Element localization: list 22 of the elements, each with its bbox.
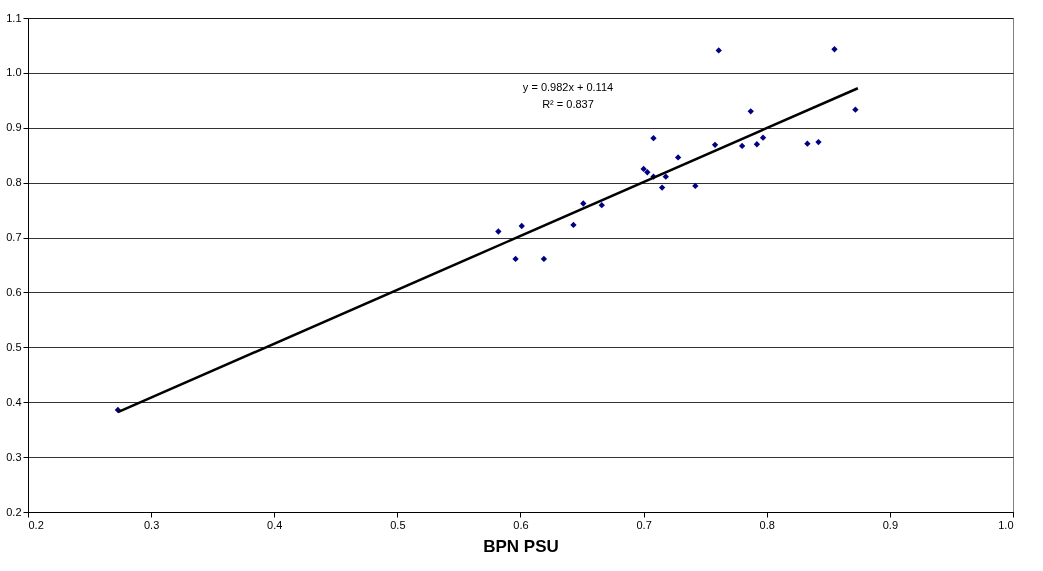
x-tick-label: 0.8 (759, 518, 775, 531)
x-tick-label: 0.7 (636, 518, 652, 531)
x-tick-label: 0.6 (513, 518, 529, 531)
y-tick-label: 0.3 (6, 450, 22, 463)
y-tick-label: 0.9 (6, 121, 22, 134)
x-tick-label: 0.4 (267, 518, 283, 531)
annotation: y = 0.982x + 0.114 (522, 81, 614, 93)
x-tick-label: 0.5 (390, 518, 406, 531)
y-tick-label: 1.1 (6, 11, 22, 24)
y-tick-label: 0.4 (6, 395, 22, 408)
x-tick-label: 0.9 (882, 518, 899, 531)
x-tick-label: 0.3 (143, 518, 160, 531)
x-tick-label: 1.0 (998, 518, 1014, 531)
x-tick-label: 0.2 (28, 518, 44, 531)
y-tick-label: 0.6 (6, 285, 22, 298)
y-tick-label: 0.7 (6, 231, 22, 244)
y-tick-label: 0.5 (6, 340, 22, 353)
y-tick-label: 0.2 (6, 505, 22, 518)
x-axis-title: BPN PSU (483, 536, 559, 556)
annotation: R² = 0.837 (542, 98, 594, 110)
y-tick-label: 0.8 (6, 176, 22, 189)
y-tick-label: 1.0 (6, 66, 22, 79)
